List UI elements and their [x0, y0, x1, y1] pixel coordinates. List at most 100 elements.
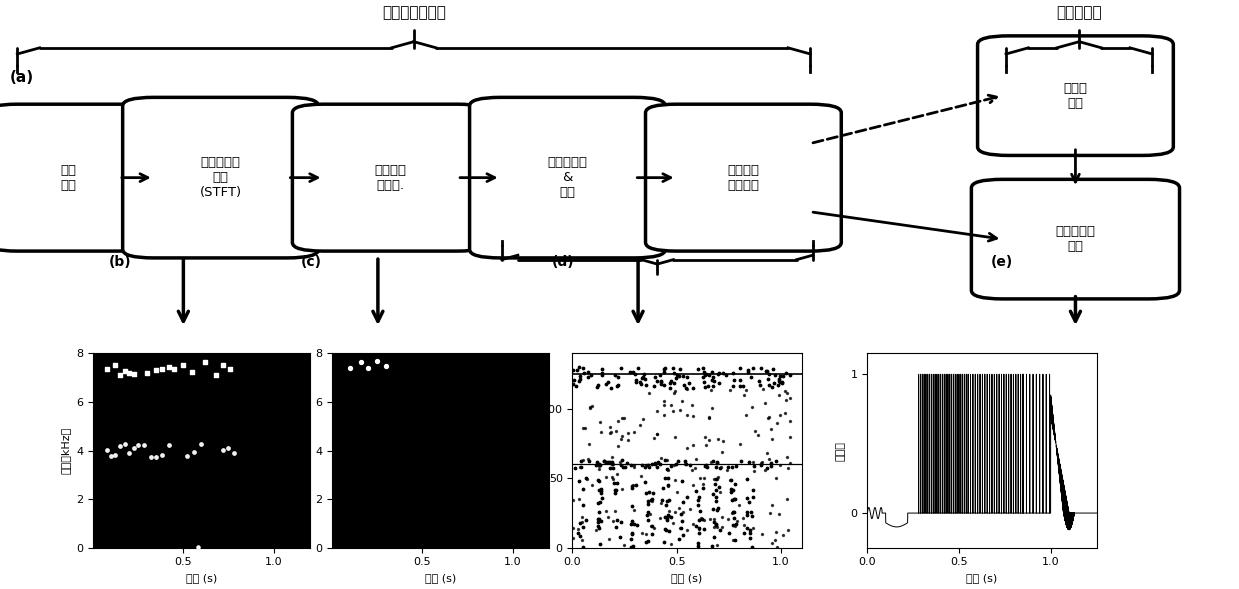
Point [742, 402, 762, 412]
Point [601, 383, 621, 392]
Point [699, 370, 719, 379]
Point [596, 473, 616, 482]
Point [185, 447, 204, 456]
Point [699, 413, 719, 422]
Point [654, 411, 674, 420]
Point [738, 365, 758, 375]
Point [605, 486, 624, 495]
Point [724, 514, 743, 523]
Point [707, 369, 727, 379]
Point [720, 528, 740, 538]
Point [589, 476, 608, 485]
Point [665, 386, 685, 395]
Point [773, 531, 793, 540]
Point [674, 531, 694, 540]
Point [751, 363, 771, 372]
Point [688, 538, 707, 548]
Point [206, 370, 225, 379]
Point [743, 524, 763, 533]
Point [626, 378, 646, 387]
Point [658, 513, 678, 522]
FancyBboxPatch shape [971, 179, 1180, 299]
Point [725, 508, 745, 517]
Point [758, 413, 778, 423]
Point [589, 380, 608, 389]
Point [610, 457, 629, 466]
Point [600, 422, 620, 432]
Point [633, 372, 653, 382]
Point [781, 458, 800, 468]
Point [570, 462, 590, 471]
Point [730, 439, 750, 449]
Point [569, 495, 589, 504]
Point [613, 462, 633, 472]
Point [566, 381, 586, 391]
Point [632, 471, 652, 481]
Point [603, 516, 623, 525]
Point [726, 522, 746, 531]
Point [579, 372, 598, 382]
Point [730, 363, 750, 373]
Point [600, 464, 620, 473]
Point [611, 434, 631, 444]
Point [587, 457, 607, 466]
Point [680, 505, 700, 514]
Point [621, 534, 641, 544]
Point [669, 504, 689, 513]
Point [720, 385, 740, 395]
Point [717, 465, 737, 475]
Point [575, 368, 595, 378]
Point [778, 525, 798, 535]
Text: 关键点提取
&
掩码: 关键点提取 & 掩码 [548, 156, 587, 199]
Point [642, 530, 662, 539]
Point [637, 488, 657, 498]
Point [714, 369, 733, 378]
Y-axis label: 输入 #: 输入 # [527, 438, 536, 464]
Point [636, 374, 655, 383]
Point [663, 406, 683, 415]
Point [655, 500, 675, 509]
Point [673, 497, 693, 507]
FancyBboxPatch shape [292, 104, 488, 251]
Point [753, 384, 773, 393]
Point [608, 372, 628, 382]
Point [569, 525, 589, 534]
Point [683, 401, 703, 410]
Point [761, 424, 781, 434]
Point [622, 481, 642, 491]
Point [610, 532, 629, 541]
Point [658, 510, 678, 519]
Point [658, 464, 678, 474]
Point [738, 497, 758, 507]
Point [191, 439, 211, 449]
Text: 多脉冲输出
读取: 多脉冲输出 读取 [1056, 225, 1095, 253]
Point [745, 466, 764, 476]
Point [703, 504, 722, 514]
Point [590, 465, 610, 474]
Point [665, 373, 685, 383]
Point [683, 465, 703, 474]
Point [686, 455, 706, 464]
Text: 稀疏关键点编码: 稀疏关键点编码 [382, 5, 446, 21]
Point [733, 390, 753, 399]
Point [737, 523, 757, 532]
Point [703, 381, 722, 391]
Point [762, 382, 782, 392]
Point [576, 474, 596, 483]
Point [572, 512, 592, 521]
Point [704, 474, 724, 484]
Y-axis label: 膜电压: 膜电压 [835, 441, 845, 461]
Point [655, 512, 675, 522]
Point [638, 515, 658, 525]
Point [731, 382, 751, 391]
Point [668, 370, 688, 379]
Text: 多脉冲
训练: 多脉冲 训练 [1063, 82, 1088, 110]
Point [660, 383, 680, 392]
Point [658, 456, 678, 465]
Point [602, 452, 622, 462]
Point [737, 475, 757, 484]
FancyBboxPatch shape [978, 36, 1173, 155]
Point [620, 367, 639, 376]
Point [750, 380, 769, 389]
Point [341, 363, 361, 373]
